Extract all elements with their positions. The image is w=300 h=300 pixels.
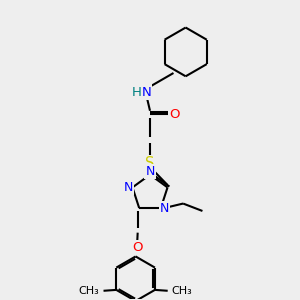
Text: N: N [160, 202, 169, 214]
Text: O: O [132, 241, 142, 254]
Text: O: O [169, 108, 179, 121]
Text: CH₃: CH₃ [79, 286, 99, 296]
Text: N: N [142, 85, 151, 98]
Text: N: N [145, 165, 155, 178]
Text: S: S [145, 156, 155, 171]
Text: H: H [132, 85, 142, 98]
Text: CH₃: CH₃ [172, 286, 193, 296]
Text: N: N [123, 181, 133, 194]
